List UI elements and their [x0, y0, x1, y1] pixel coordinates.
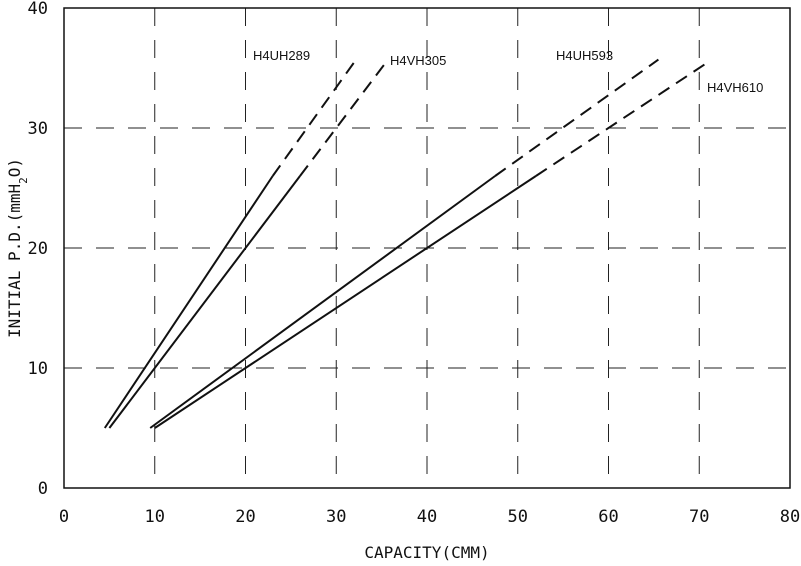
x-tick-label: 30 [326, 507, 346, 527]
series-extrapolation-h4uh593 [494, 58, 659, 177]
y-tick-label: 10 [28, 359, 48, 379]
x-tick-label: 40 [417, 507, 437, 527]
x-tick-label: 10 [145, 507, 165, 527]
y-axis-title: INITIAL P.D.(mmH2O) [5, 158, 30, 338]
series-line-h4vh305 [108, 175, 301, 429]
series-line-h4vh610 [154, 175, 537, 429]
series-extrapolation-h4uh289 [271, 61, 356, 177]
x-tick-label: 60 [598, 507, 618, 527]
y-tick-label: 0 [38, 479, 48, 499]
y-axis-title-subscript: 2 [17, 177, 30, 184]
series-labels: H4UH289 H4VH305 H4UH593 H4VH610 [253, 48, 763, 95]
x-axis-title: CAPACITY(CMM) [364, 543, 489, 562]
y-tick-label: 30 [28, 119, 48, 139]
series-line-h4uh289 [103, 175, 274, 429]
series-label-h4uh289: H4UH289 [253, 48, 310, 63]
series-lines [103, 58, 709, 429]
x-tick-label: 0 [59, 507, 69, 527]
series-label-h4uh593: H4UH593 [556, 48, 613, 63]
x-tick-label: 80 [780, 507, 800, 527]
series-line-h4uh593 [149, 175, 496, 429]
series-label-h4vh610: H4VH610 [707, 80, 763, 95]
x-tick-label: 70 [689, 507, 709, 527]
series-extrapolation-h4vh610 [535, 61, 709, 177]
x-tick-label: 50 [508, 507, 528, 527]
y-tick-label: 20 [28, 239, 48, 259]
series-extrapolation-h4vh305 [299, 61, 387, 177]
series-label-h4vh305: H4VH305 [390, 53, 446, 68]
x-tick-label: 20 [235, 507, 255, 527]
y-axis-title-main: INITIAL P.D.(mmH [5, 184, 24, 338]
y-tick-label: 40 [28, 0, 48, 19]
y-axis-title-end: O) [5, 158, 24, 177]
plot-frame [63, 7, 791, 489]
tick-labels: 0 10 20 30 40 50 60 70 80 0 10 20 30 40 [28, 0, 801, 527]
